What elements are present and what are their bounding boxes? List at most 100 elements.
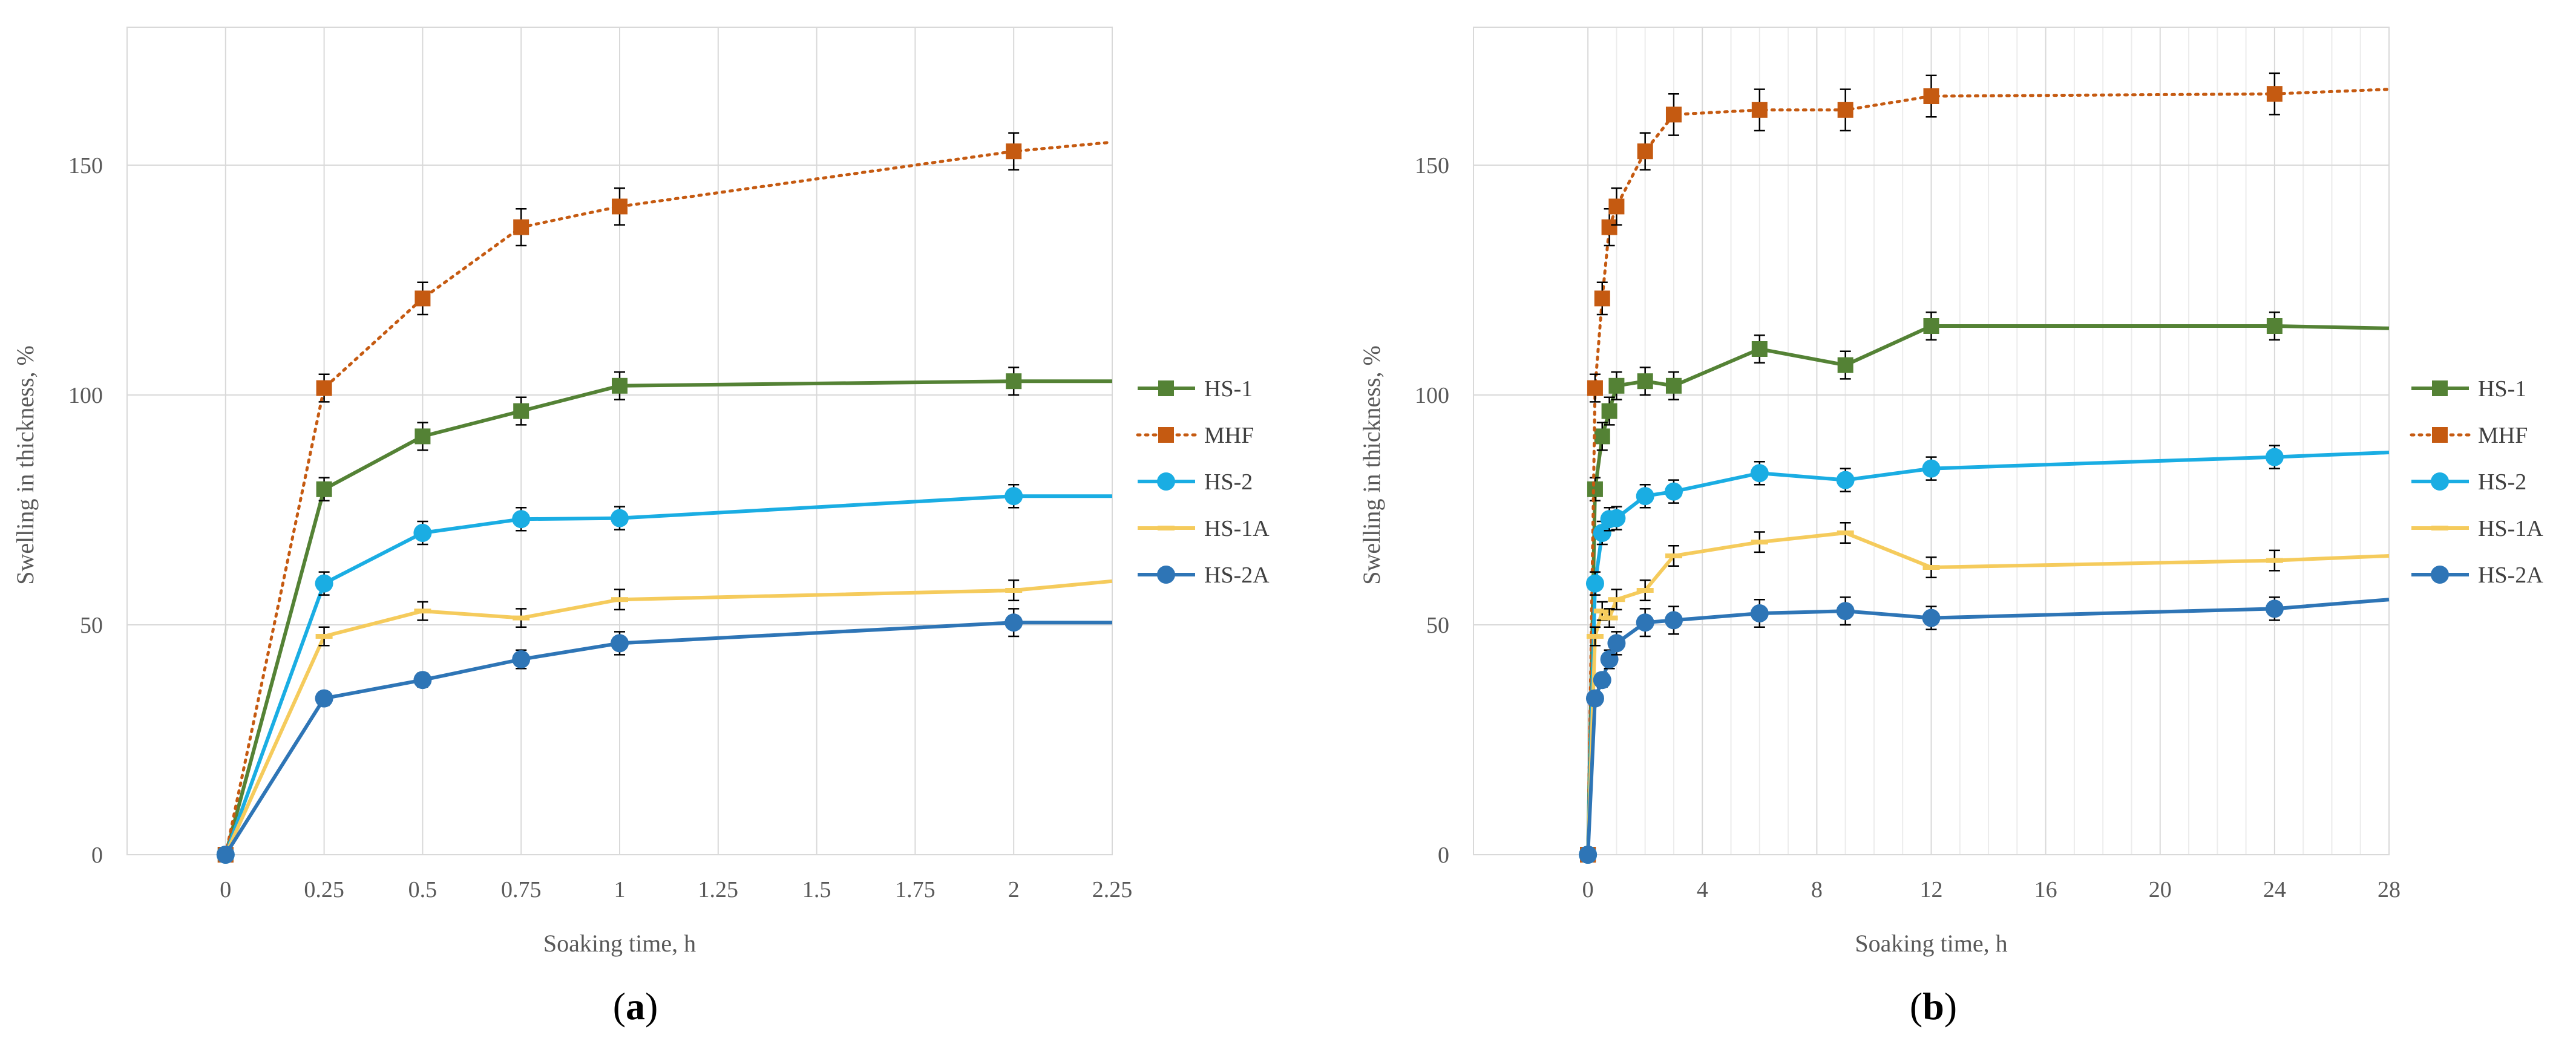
x-tick-label: 20 [2149, 877, 2172, 902]
x-tick-label: 12 [1920, 877, 1943, 902]
x-tick-label: 1.25 [698, 877, 739, 902]
series-hs-1 [217, 367, 1112, 863]
legend-marker [1158, 380, 1174, 396]
data-point [1594, 428, 1610, 445]
x-tick-label: 0 [1582, 877, 1594, 902]
legend-label: HS-2A [1204, 563, 1270, 588]
data-point [1006, 373, 1022, 390]
legend-item-hs-1a: HS-1A [2411, 516, 2543, 541]
data-point [316, 481, 332, 497]
data-point [1837, 357, 1853, 373]
legend-marker [2431, 526, 2448, 530]
x-tick-label: 0.5 [408, 877, 438, 902]
legend-item-mhf: MHF [1136, 423, 1254, 448]
series-line [223, 379, 1112, 855]
series-hs-2a [216, 608, 1112, 864]
data-point [1636, 487, 1654, 506]
series-line [224, 579, 1113, 856]
data-point [1607, 634, 1626, 653]
legend-label: HS-1A [2478, 516, 2543, 541]
series-line [1586, 531, 2390, 855]
data-point [1665, 377, 1682, 394]
data-point [1922, 565, 1940, 570]
data-point [1600, 650, 1619, 668]
x-tick-label: 2 [1008, 877, 1020, 902]
y-axis-title: Swelling in thickness, % [1358, 345, 1385, 585]
data-point [413, 524, 432, 542]
x-tick-label: 0.75 [501, 877, 542, 902]
data-point [216, 846, 235, 864]
data-point [611, 509, 629, 527]
data-point [1601, 403, 1617, 419]
series-hs-1a [217, 579, 1113, 857]
data-point [2266, 318, 2283, 334]
x-tick-label: 16 [2034, 877, 2057, 902]
y-tick-label: 0 [1438, 843, 1449, 868]
data-point [612, 198, 628, 215]
x-tick-label: 28 [2378, 877, 2401, 902]
data-point [1579, 846, 1598, 864]
legend-item-hs-1: HS-1 [1138, 376, 1253, 402]
data-point [1837, 102, 1853, 118]
legend-item-hs-2: HS-2 [2411, 469, 2526, 495]
x-tick-label: 0.25 [304, 877, 344, 902]
data-point [513, 403, 529, 419]
data-point [2266, 86, 2283, 102]
y-tick-label: 50 [80, 613, 103, 638]
data-point [1587, 380, 1603, 396]
panel-label: (b) [1910, 985, 1957, 1028]
panel-label: (a) [613, 985, 658, 1028]
data-point [1005, 588, 1023, 593]
panel-label-close: ) [645, 985, 658, 1028]
panel-label-letter: b [1922, 985, 1944, 1028]
data-point [611, 634, 629, 653]
legend-marker [2432, 427, 2448, 443]
data-point [1594, 290, 1610, 307]
data-point [1836, 602, 1855, 621]
data-point [1751, 102, 1768, 118]
x-tick-label: 1.75 [895, 877, 936, 902]
x-axis-title: Soaking time, h [1855, 930, 2007, 957]
legend-label: MHF [1204, 423, 1254, 448]
legend-label: HS-1A [1204, 516, 1270, 541]
series-hs-2 [216, 483, 1112, 864]
data-point [1637, 373, 1653, 390]
series-hs-2 [1579, 445, 2390, 864]
legend-marker [2432, 380, 2448, 396]
series-hs-2a [1579, 596, 2390, 864]
legend-marker [1157, 566, 1175, 584]
data-point [1593, 609, 1611, 614]
x-axis-title: Soaking time, h [543, 930, 696, 957]
plot-area-border [1473, 27, 2390, 855]
panel-b-chart: 0 4 8 12 16 20 24 28 0 50 100 150 HS-1 MHF HS-2 HS-1A HS… [1358, 27, 2543, 1028]
data-point [315, 574, 333, 593]
x-tick-label: 1.5 [802, 877, 831, 902]
data-point [513, 219, 529, 235]
legend-item-mhf: MHF [2410, 423, 2528, 448]
data-point [1607, 509, 1626, 527]
y-tick-label: 150 [1415, 153, 1449, 178]
data-point [1585, 574, 1604, 593]
data-point [1923, 88, 1939, 104]
data-point [414, 609, 431, 614]
x-tick-label: 0 [220, 877, 231, 902]
panel-label-open: ( [1910, 985, 1922, 1028]
data-point [1585, 689, 1604, 708]
data-point [1636, 588, 1654, 593]
series-hs-1 [1580, 311, 2390, 863]
data-point [1586, 634, 1604, 639]
series-line [1586, 324, 2390, 855]
x-tick-label: 24 [2263, 877, 2286, 902]
panel-label-open: ( [613, 985, 626, 1028]
legend-marker [1157, 472, 1175, 491]
data-point [1750, 464, 1769, 483]
data-point [512, 510, 531, 529]
series-line [1586, 88, 2391, 857]
data-point [2265, 599, 2284, 618]
data-point [1836, 471, 1855, 489]
data-point [1005, 613, 1023, 632]
data-point [1636, 613, 1654, 632]
data-point [413, 671, 432, 690]
panel-label-letter: a [626, 985, 645, 1028]
